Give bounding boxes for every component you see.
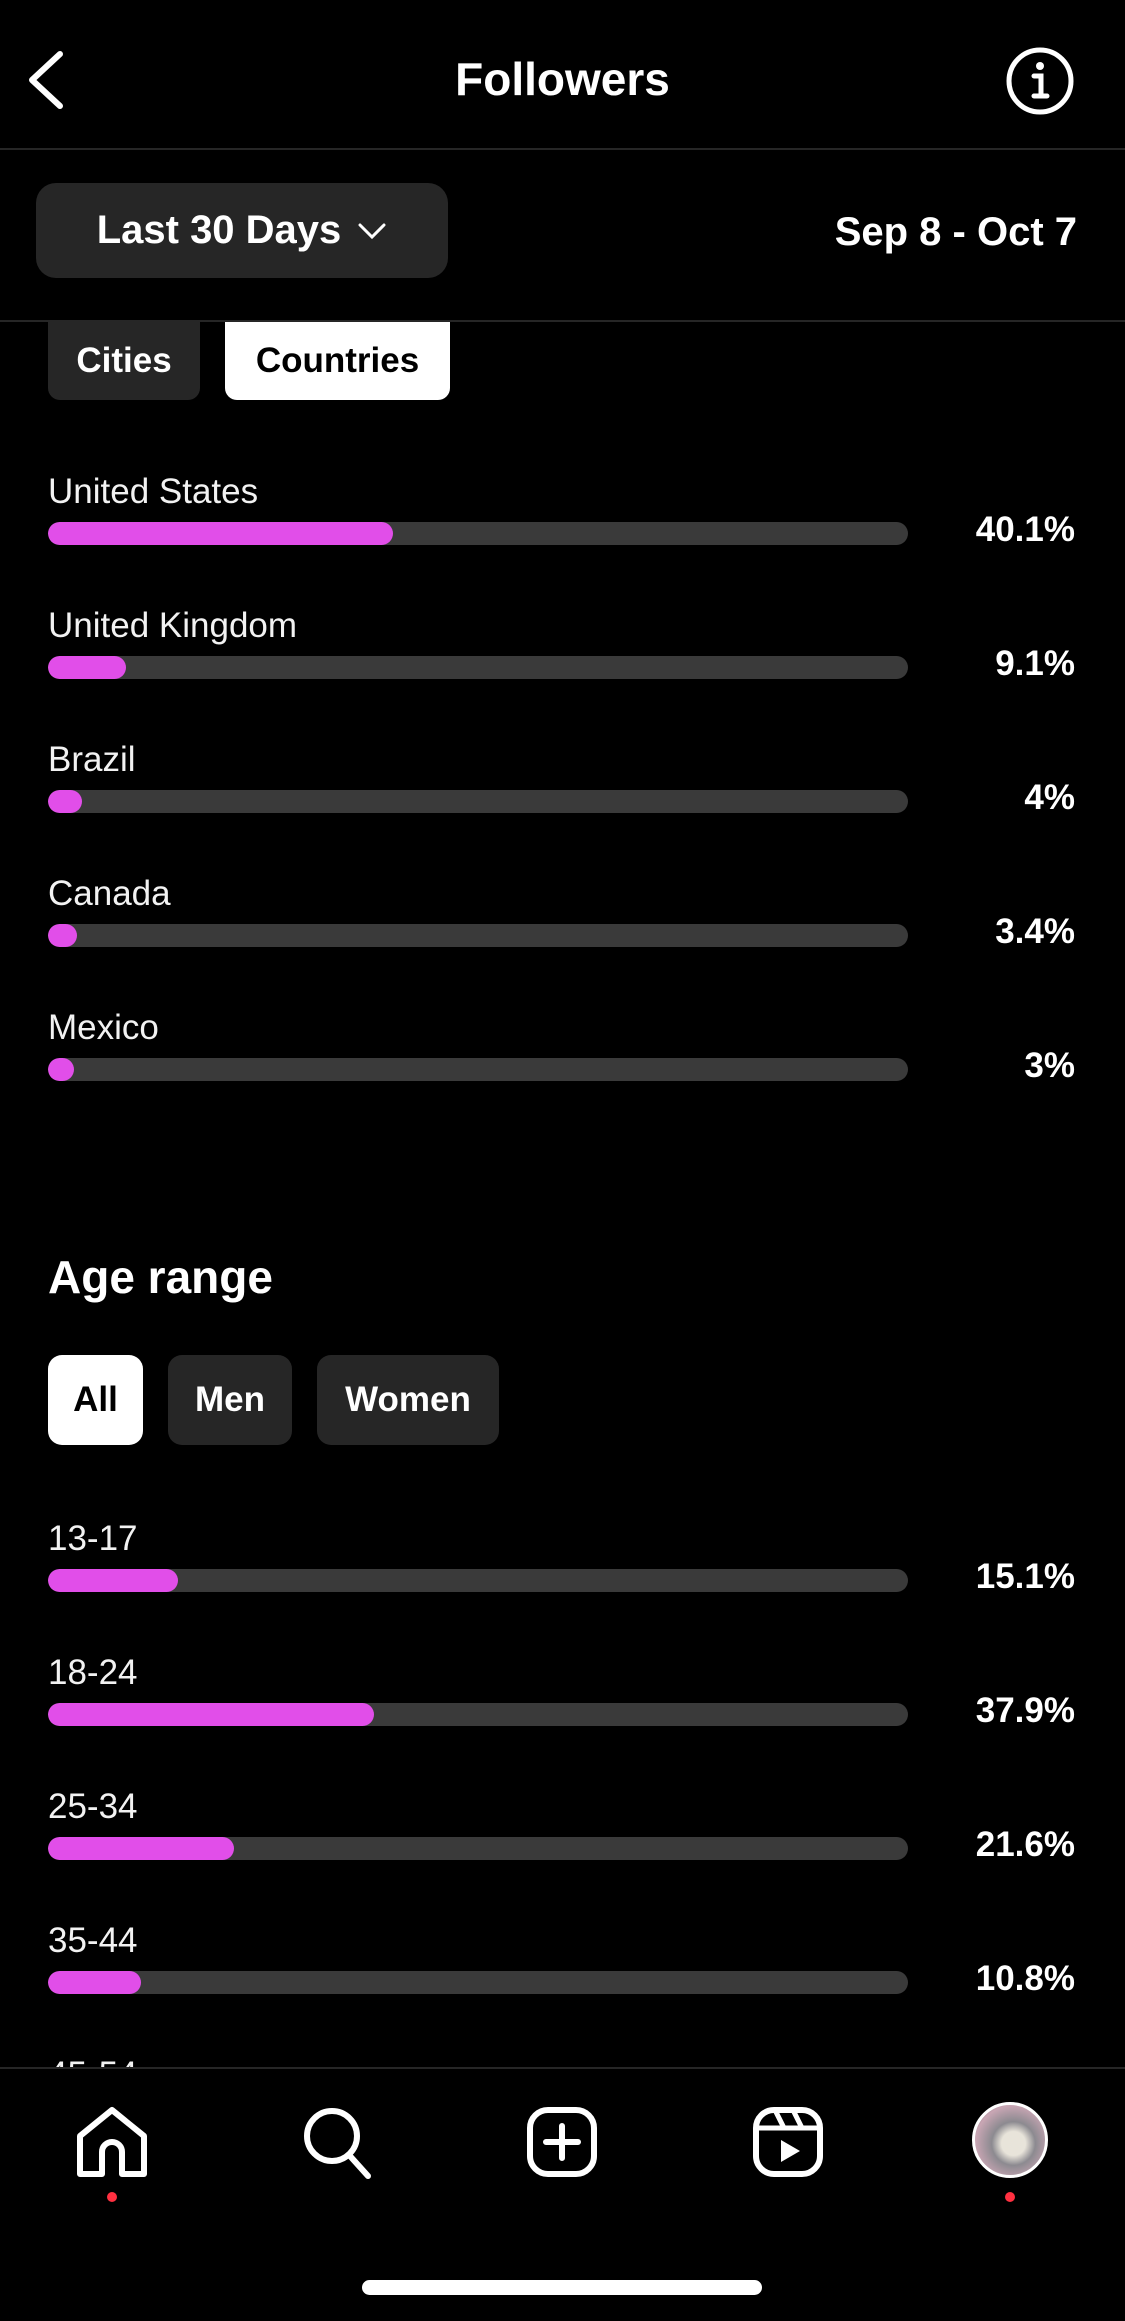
chevron-down-icon [358, 223, 386, 239]
home-icon[interactable] [74, 2104, 150, 2180]
bar-fill [48, 1837, 234, 1860]
header: Followers [0, 0, 1125, 150]
item-label: 25-34 [48, 1787, 138, 1826]
scroll-content[interactable]: Cities Countries United States 40.1% Unit… [0, 322, 1125, 2067]
bar-fill [48, 1058, 74, 1081]
tab-cities[interactable]: Cities [48, 322, 200, 400]
list-item: United States 40.1% [48, 472, 1075, 592]
item-label: Mexico [48, 1008, 159, 1047]
bar-fill [48, 1569, 178, 1592]
create-icon[interactable] [524, 2104, 600, 2180]
bar-track [48, 1703, 908, 1726]
list-item: Brazil 4% [48, 740, 1075, 860]
item-percent: 3.4% [995, 912, 1075, 951]
date-range-label: Last 30 Days [96, 208, 342, 252]
bar-track [48, 656, 908, 679]
item-percent: 10.8% [975, 1959, 1075, 1998]
tab-men[interactable]: Men [168, 1355, 292, 1445]
list-item: Mexico 3% [48, 1008, 1075, 1128]
item-label: United Kingdom [48, 606, 298, 645]
item-percent: 40.1% [975, 510, 1075, 549]
list-item: 13-17 15.1% [48, 1519, 1075, 1639]
bar-fill [48, 522, 393, 545]
list-item: 35-44 10.8% [48, 1921, 1075, 2041]
page-title: Followers [455, 53, 670, 105]
bar-track [48, 790, 908, 813]
profile-avatar[interactable] [972, 2102, 1048, 2178]
item-percent: 15.1% [975, 1557, 1075, 1596]
item-label: 45-54 [48, 2055, 138, 2067]
item-label: 35-44 [48, 1921, 138, 1960]
list-item: Canada 3.4% [48, 874, 1075, 994]
tab-women[interactable]: Women [317, 1355, 499, 1445]
item-percent: 21.6% [975, 1825, 1075, 1864]
list-item: United Kingdom 9.1% [48, 606, 1075, 726]
bar-fill [48, 790, 83, 813]
item-label: United States [48, 472, 259, 511]
bar-track [48, 522, 908, 545]
item-label: Canada [48, 874, 171, 913]
item-percent: 4% [1024, 778, 1075, 817]
date-range-text: Sep 8 - Oct 7 [834, 210, 1077, 254]
item-label: 18-24 [48, 1653, 138, 1692]
list-item: 25-34 21.6% [48, 1787, 1075, 1907]
item-label: Brazil [48, 740, 136, 779]
divider [0, 320, 1125, 322]
bar-track [48, 1837, 908, 1860]
home-indicator [362, 2280, 762, 2295]
item-percent: 9.1% [995, 644, 1075, 683]
profile-notification-dot [1005, 2192, 1015, 2202]
info-icon[interactable] [1005, 46, 1075, 116]
list-item: 45-54 [48, 2055, 1075, 2067]
bar-fill [48, 1971, 141, 1994]
bar-track [48, 1058, 908, 1081]
bar-fill [48, 1703, 374, 1726]
date-range-dropdown[interactable]: Last 30 Days [36, 183, 448, 278]
reels-icon[interactable] [750, 2104, 826, 2180]
tab-countries[interactable]: Countries [225, 322, 450, 400]
tab-all[interactable]: All [48, 1355, 143, 1445]
bar-track [48, 1569, 908, 1592]
search-icon[interactable] [300, 2104, 376, 2180]
list-item: 18-24 37.9% [48, 1653, 1075, 1773]
bar-track [48, 1971, 908, 1994]
bar-fill [48, 924, 78, 947]
bar-fill [48, 656, 127, 679]
age-range-title: Age range [48, 1251, 273, 1303]
item-label: 13-17 [48, 1519, 138, 1558]
bar-track [48, 924, 908, 947]
chevron-left-icon[interactable] [22, 50, 70, 110]
item-percent: 3% [1024, 1046, 1075, 1085]
item-percent: 37.9% [975, 1691, 1075, 1730]
home-notification-dot [107, 2192, 117, 2202]
